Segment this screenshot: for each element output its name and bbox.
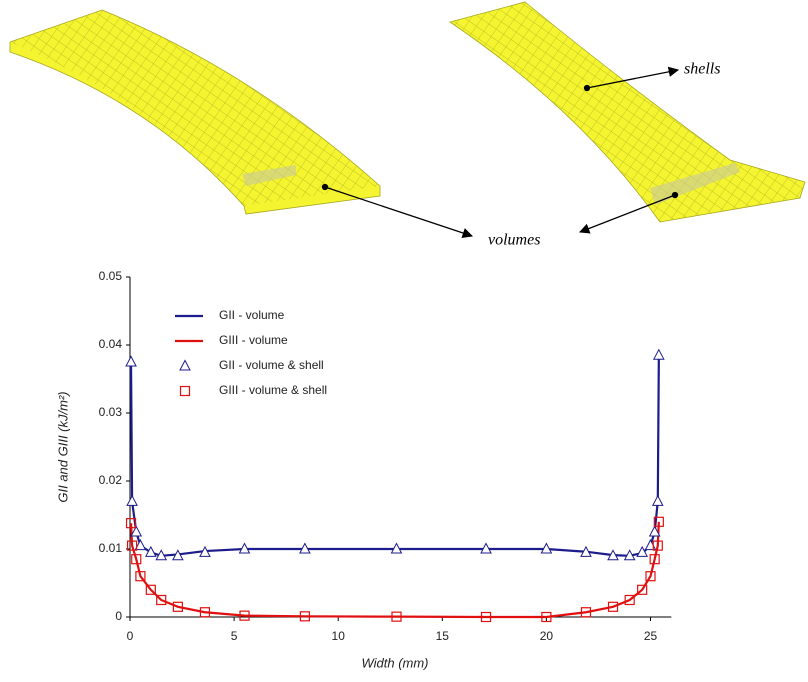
y-tick-label: 0.03: [99, 405, 123, 419]
y-axis-label: GII and GIII (kJ/m²): [55, 391, 70, 502]
y-tick-label: 0.02: [99, 473, 123, 487]
x-tick-label: 0: [127, 629, 134, 643]
triangle-marker: [180, 361, 190, 371]
annotation: shells: [684, 61, 720, 78]
legend-label: GIII - volume & shell: [219, 383, 327, 397]
triangle-marker: [654, 350, 664, 360]
line: [131, 522, 659, 617]
square-marker: [181, 387, 190, 396]
figure: shells volumes Width (mm) GII and GIII (…: [0, 0, 808, 682]
y-tick-label: 0.01: [99, 541, 123, 555]
triangle-marker: [653, 496, 663, 506]
annotation: volumes: [488, 232, 540, 249]
triangle-marker: [146, 547, 156, 557]
x-tick-label: 25: [644, 629, 658, 643]
triangle-marker: [126, 357, 136, 367]
x-tick-label: 15: [436, 629, 450, 643]
volume-mesh: [10, 10, 380, 214]
y-tick-label: 0.04: [99, 337, 123, 351]
x-axis-label: Width (mm): [361, 655, 428, 670]
x-tick-label: 10: [332, 629, 346, 643]
y-tick-label: 0: [115, 609, 122, 623]
triangle-marker: [127, 496, 137, 506]
legend-label: GII - volume & shell: [219, 358, 324, 372]
shell-mesh: [450, 2, 805, 222]
legend-label: GIII - volume: [219, 333, 288, 347]
x-tick-label: 20: [540, 629, 554, 643]
line: [131, 359, 659, 556]
x-tick-label: 5: [231, 629, 238, 643]
y-tick-label: 0.05: [99, 269, 123, 283]
legend-label: GII - volume: [219, 308, 285, 322]
